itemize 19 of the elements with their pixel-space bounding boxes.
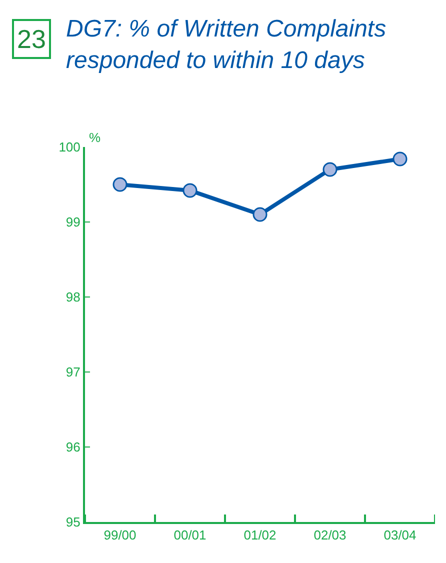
y-tick-label: 99 xyxy=(66,214,80,230)
point xyxy=(322,162,338,177)
point xyxy=(112,177,128,192)
x-tick-label: 02/03 xyxy=(314,528,346,543)
point xyxy=(182,183,198,198)
y-axis-title: % xyxy=(89,130,101,145)
y-tick-label: 98 xyxy=(66,290,80,305)
x-tick-label: 99/00 xyxy=(104,528,136,543)
y-tick-label: 100 xyxy=(58,140,80,155)
chart-title: DG7: % of Written Complaints responded to within 10 days xyxy=(66,16,386,74)
text: 23 xyxy=(17,24,46,54)
y-tick-label: 96 xyxy=(66,440,80,455)
y-tick-label: 97 xyxy=(66,364,80,380)
x-tick-label: 00/01 xyxy=(174,528,206,543)
point xyxy=(252,207,268,222)
point xyxy=(392,152,408,166)
x-tick-label: 01/02 xyxy=(244,528,276,543)
x-tick-label: 03/04 xyxy=(384,528,416,543)
y-tick-label: 95 xyxy=(66,514,80,530)
